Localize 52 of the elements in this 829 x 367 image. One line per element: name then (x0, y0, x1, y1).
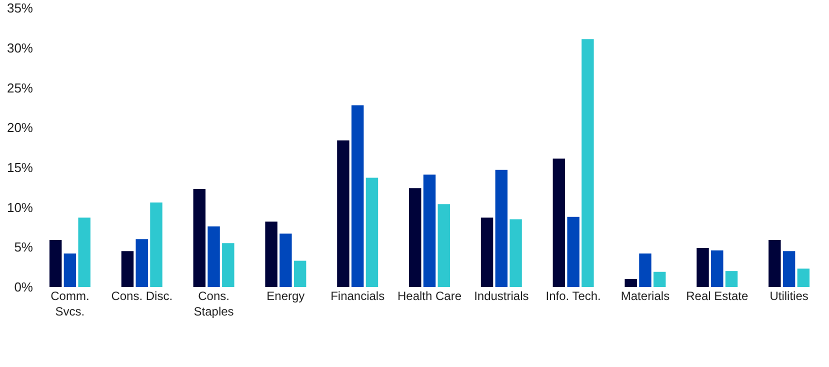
y-tick-label: 0% (14, 280, 34, 295)
bar (78, 218, 90, 287)
bar (438, 204, 450, 287)
y-tick-label: 35% (6, 0, 34, 16)
y-tick-label: 10% (6, 200, 34, 215)
x-tick-label: Cons. Staples (194, 289, 234, 319)
x-tick-label: Info. Tech. (546, 289, 601, 303)
bar (121, 251, 134, 287)
bar (725, 271, 738, 287)
bar (582, 39, 594, 287)
bar (423, 174, 436, 287)
x-tick-label: Comm. Svcs. (50, 289, 90, 319)
y-tick-label: 30% (6, 40, 34, 56)
bar (49, 240, 62, 287)
x-tick-label: Cons. Disc. (111, 289, 173, 303)
bar (696, 248, 709, 287)
bar (150, 202, 162, 287)
bar (797, 268, 810, 287)
bar (782, 251, 796, 287)
bar (193, 188, 206, 287)
x-tick-label: Utilities (770, 289, 808, 303)
bar (294, 260, 306, 287)
bar (409, 188, 422, 287)
bar (654, 272, 666, 287)
x-tick-label: Health Care (397, 289, 462, 303)
bar (208, 226, 220, 287)
bar (624, 279, 637, 287)
y-tick-label: 20% (6, 120, 34, 136)
y-tick-label: 25% (6, 80, 34, 96)
bar (495, 170, 508, 287)
bar (510, 219, 522, 287)
bar (265, 222, 278, 287)
bar (136, 239, 148, 287)
x-tick-label: Real Estate (686, 289, 748, 303)
bar (351, 105, 364, 287)
bar (639, 254, 652, 287)
bar (567, 216, 580, 287)
bar (366, 178, 378, 287)
x-tick-label: Industrials (474, 289, 529, 303)
bar (64, 254, 76, 287)
x-tick-label: Financials (330, 289, 385, 303)
x-tick-label: Materials (620, 289, 670, 303)
y-tick-label: 15% (6, 160, 34, 175)
bar (222, 243, 234, 287)
bar (552, 158, 566, 287)
y-tick-label: 5% (14, 240, 34, 255)
bar (711, 250, 724, 287)
bar (337, 140, 350, 287)
bar (768, 240, 781, 287)
bar (280, 234, 292, 287)
x-tick-label: Energy (266, 289, 305, 303)
bar (480, 218, 494, 287)
